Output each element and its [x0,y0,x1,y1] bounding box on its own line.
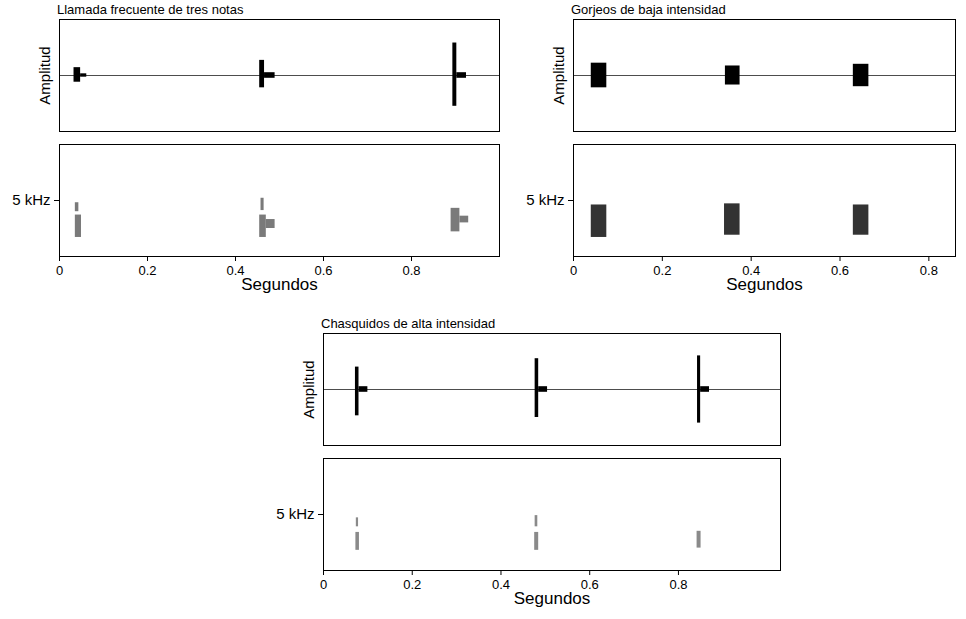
svg-text:0.8: 0.8 [920,263,938,278]
svg-text:0.4: 0.4 [226,262,245,278]
svg-text:0.2: 0.2 [138,263,156,278]
svg-text:Amplitud: Amplitud [550,46,567,104]
svg-text:Segundos: Segundos [514,589,591,608]
svg-text:0.6: 0.6 [831,263,849,278]
svg-text:0.8: 0.8 [402,263,420,278]
html-text:Gorjeos de baja intensidad: Gorjeos de baja intensidad [571,2,726,17]
svg-text:0: 0 [570,263,577,278]
svg-text:0: 0 [320,577,327,592]
svg-text:5 kHz: 5 kHz [12,191,50,208]
svg-text:Amplitud: Amplitud [300,360,317,418]
svg-text:5 kHz: 5 kHz [276,505,314,522]
html-text:Chasquidos de alta intensidad: Chasquidos de alta intensidad [321,316,496,331]
html-text:Llamada frecuente de tres nota: Llamada frecuente de tres notas [57,2,244,17]
svg-text:0.8: 0.8 [669,577,687,592]
svg-text:Amplitud: Amplitud [36,46,53,104]
svg-text:5 kHz: 5 kHz [526,191,564,208]
svg-text:0.4: 0.4 [492,577,510,592]
svg-text:0.6: 0.6 [580,576,599,592]
svg-text:0.4: 0.4 [742,262,761,278]
svg-text:0.2: 0.2 [403,577,421,592]
svg-text:0.6: 0.6 [314,262,333,278]
svg-text:0.2: 0.2 [653,263,671,278]
svg-text:Segundos: Segundos [241,275,318,294]
svg-text:Segundos: Segundos [726,275,803,294]
svg-text:0: 0 [56,263,63,278]
